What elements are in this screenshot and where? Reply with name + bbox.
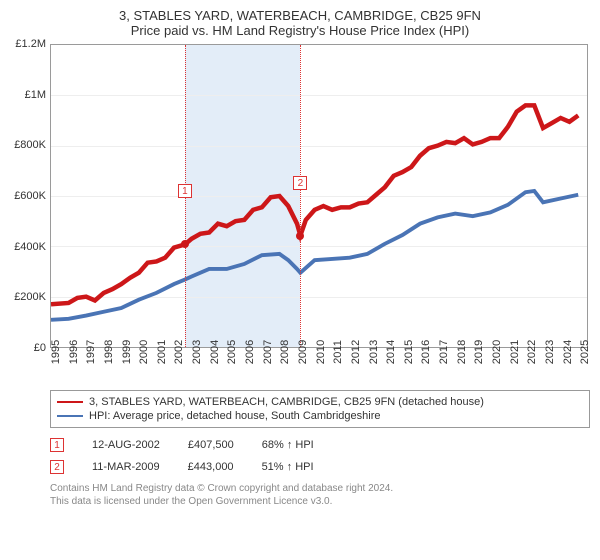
x-tick-label: 2025 (579, 340, 591, 364)
x-tick-label: 1998 (103, 340, 115, 364)
legend: 3, STABLES YARD, WATERBEACH, CAMBRIDGE, … (50, 390, 590, 428)
sale-marker-2: 2 (50, 460, 64, 474)
chart-area: 12 £0£200K£400K£600K£800K£1M£1.2M1995199… (50, 44, 588, 384)
sale-price-2: £443,000 (188, 461, 234, 473)
x-tick-label: 2010 (315, 340, 327, 364)
x-tick-label: 2005 (226, 340, 238, 364)
x-tick-label: 2001 (156, 340, 168, 364)
x-tick-label: 2012 (350, 340, 362, 364)
footer: Contains HM Land Registry data © Crown c… (50, 482, 590, 508)
x-tick-label: 2024 (562, 340, 574, 364)
legend-label-property: 3, STABLES YARD, WATERBEACH, CAMBRIDGE, … (89, 396, 484, 408)
x-tick-label: 2000 (138, 340, 150, 364)
x-tick-label: 2006 (244, 340, 256, 364)
x-tick-label: 2014 (385, 340, 397, 364)
legend-swatch-property (57, 401, 83, 403)
x-tick-label: 2002 (173, 340, 185, 364)
x-tick-label: 2022 (526, 340, 538, 364)
line-svg (51, 45, 587, 347)
x-tick-label: 1997 (85, 340, 97, 364)
x-tick-label: 2020 (491, 340, 503, 364)
footer-line-1: Contains HM Land Registry data © Crown c… (50, 482, 590, 495)
legend-label-hpi: HPI: Average price, detached house, Sout… (89, 410, 380, 422)
sale-row-1: 1 12-AUG-2002 £407,500 68% ↑ HPI (50, 434, 590, 456)
x-tick-label: 2016 (420, 340, 432, 364)
title-line-2: Price paid vs. HM Land Registry's House … (10, 23, 590, 38)
sale-hpi-2: 51% ↑ HPI (262, 461, 314, 473)
legend-swatch-hpi (57, 415, 83, 417)
x-tick-label: 2013 (368, 340, 380, 364)
y-tick-label: £1M (25, 89, 46, 101)
sale-date-2: 11-MAR-2009 (92, 461, 160, 473)
y-tick-label: £0 (34, 342, 46, 354)
x-tick-label: 2008 (279, 340, 291, 364)
x-tick-label: 1995 (50, 340, 62, 364)
x-tick-label: 2021 (509, 340, 521, 364)
x-tick-label: 2017 (438, 340, 450, 364)
plot-inner: 12 (50, 44, 588, 348)
sale-marker-box: 1 (178, 184, 192, 198)
footer-line-2: This data is licensed under the Open Gov… (50, 495, 590, 508)
sale-hpi-1: 68% ↑ HPI (262, 439, 314, 451)
x-tick-label: 2023 (544, 340, 556, 364)
title-line-1: 3, STABLES YARD, WATERBEACH, CAMBRIDGE, … (10, 8, 590, 23)
x-tick-label: 2007 (262, 340, 274, 364)
y-tick-label: £600K (14, 190, 46, 202)
y-tick-label: £200K (14, 291, 46, 303)
sale-dot (181, 240, 189, 248)
x-tick-label: 2015 (403, 340, 415, 364)
x-tick-label: 2009 (297, 340, 309, 364)
x-tick-label: 2018 (456, 340, 468, 364)
legend-row-hpi: HPI: Average price, detached house, Sout… (57, 409, 583, 423)
series-property (51, 105, 578, 304)
sale-vline (300, 45, 301, 347)
y-tick-label: £1.2M (15, 38, 46, 50)
legend-row-property: 3, STABLES YARD, WATERBEACH, CAMBRIDGE, … (57, 395, 583, 409)
sale-price-1: £407,500 (188, 439, 234, 451)
sale-marker-1: 1 (50, 438, 64, 452)
sale-dot (296, 232, 304, 240)
x-tick-label: 2004 (209, 340, 221, 364)
y-tick-label: £800K (14, 139, 46, 151)
sales-table: 1 12-AUG-2002 £407,500 68% ↑ HPI 2 11-MA… (50, 434, 590, 478)
x-tick-label: 2019 (473, 340, 485, 364)
x-tick-label: 1996 (68, 340, 80, 364)
sale-marker-box: 2 (293, 176, 307, 190)
y-tick-label: £400K (14, 241, 46, 253)
x-tick-label: 1999 (121, 340, 133, 364)
x-tick-label: 2011 (332, 340, 344, 364)
sale-row-2: 2 11-MAR-2009 £443,000 51% ↑ HPI (50, 456, 590, 478)
x-tick-label: 2003 (191, 340, 203, 364)
sale-date-1: 12-AUG-2002 (92, 439, 160, 451)
